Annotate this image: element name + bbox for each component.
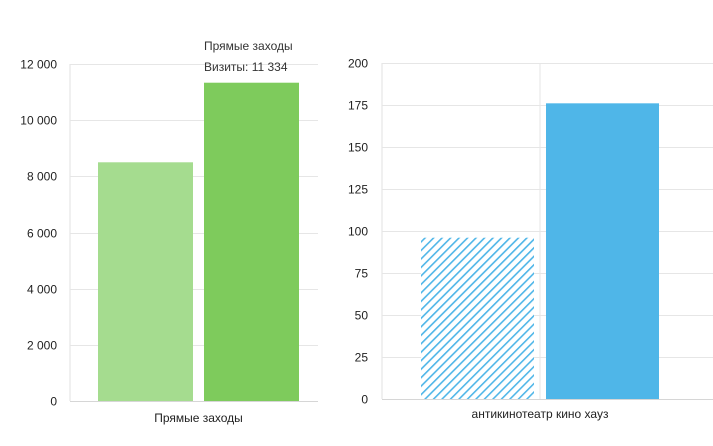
- category-label: антикинотеатр кино хауз: [472, 407, 609, 421]
- bar-series-1[interactable]: [98, 162, 193, 401]
- y-tick-label: 100: [348, 225, 368, 239]
- tooltip-value: Визиты: 11 334: [204, 60, 288, 74]
- right-x-axis: антикинотеатр кино хауз: [472, 407, 609, 421]
- category-label: Прямые заходы: [154, 411, 243, 425]
- y-tick-label: 2 000: [27, 339, 57, 353]
- chart-right: 0 25 50 75 100 125 150 175 200 антикинотеатр кин…: [348, 57, 713, 421]
- y-tick-label: 0: [50, 395, 57, 409]
- y-tick-label: 150: [348, 141, 368, 155]
- y-tick-label: 175: [348, 99, 368, 113]
- tooltip-title: Прямые заходы: [204, 39, 293, 53]
- bar-series-1[interactable]: [421, 237, 534, 399]
- y-tick-label: 25: [355, 351, 369, 365]
- bar-series-2[interactable]: [204, 82, 299, 402]
- left-tooltip: Прямые заходы Визиты: 11 334: [204, 39, 293, 74]
- y-tick-label: 8 000: [27, 170, 57, 184]
- y-tick-label: 125: [348, 183, 368, 197]
- bar-series-2[interactable]: [546, 103, 659, 399]
- y-tick-label: 200: [348, 57, 368, 71]
- y-tick-label: 75: [355, 267, 369, 281]
- chart-left: 0 2 000 4 000 6 000 8 000 10 000 12 000 Прямые…: [20, 39, 318, 425]
- y-tick-label: 6 000: [27, 227, 57, 241]
- right-y-axis: 0 25 50 75 100 125 150 175 200: [348, 57, 368, 407]
- left-y-axis: 0 2 000 4 000 6 000 8 000 10 000 12 000: [20, 58, 57, 409]
- right-bars: [421, 103, 659, 399]
- y-tick-label: 50: [355, 309, 369, 323]
- left-x-axis: Прямые заходы: [154, 411, 243, 425]
- y-tick-label: 0: [361, 393, 368, 407]
- y-tick-label: 12 000: [20, 58, 57, 72]
- y-tick-label: 10 000: [20, 114, 57, 128]
- y-tick-label: 4 000: [27, 283, 57, 297]
- left-bars: [98, 82, 299, 402]
